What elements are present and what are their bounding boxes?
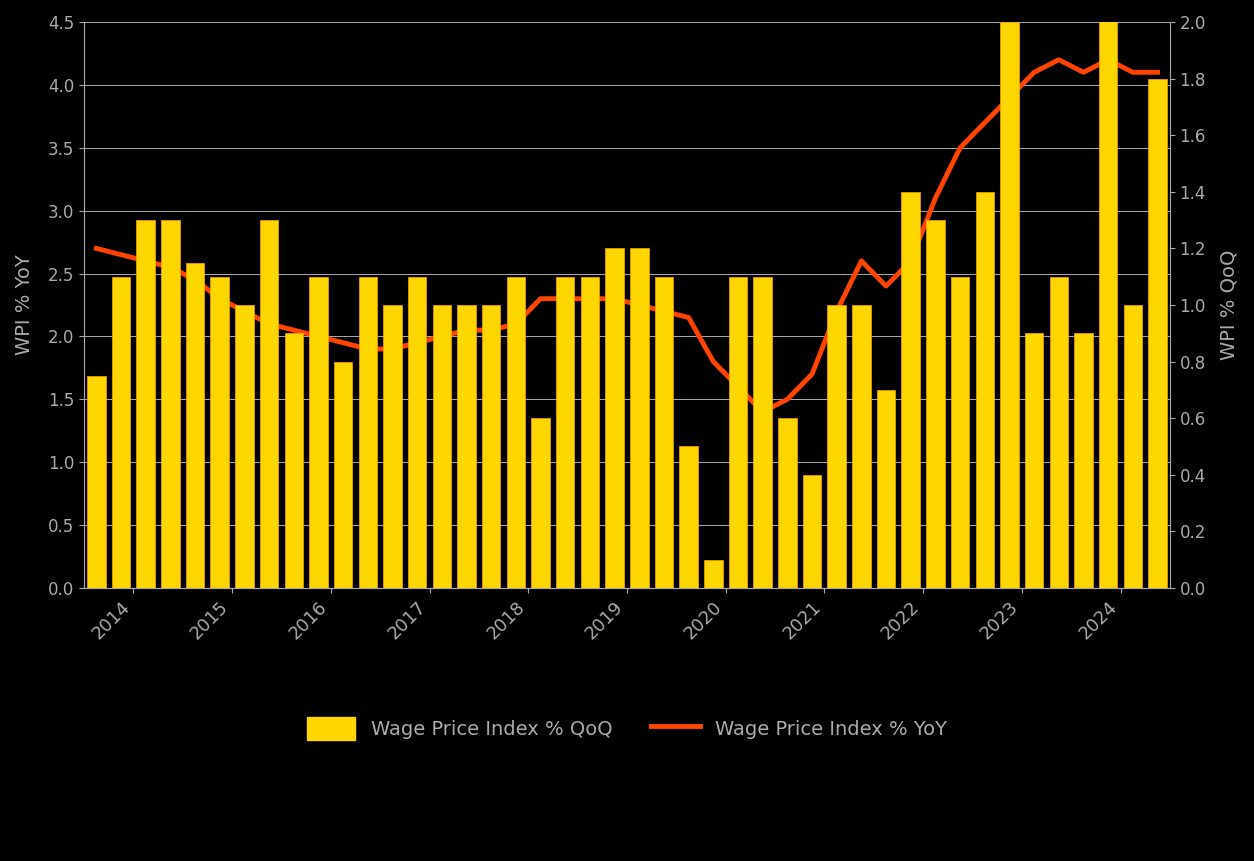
Bar: [828, 305, 846, 588]
Bar: [482, 305, 500, 588]
Bar: [703, 560, 722, 588]
Bar: [729, 276, 747, 588]
Bar: [1149, 78, 1166, 588]
Bar: [1050, 276, 1068, 588]
Y-axis label: WPI % QoQ: WPI % QoQ: [1220, 250, 1239, 360]
Bar: [1099, 0, 1117, 588]
Bar: [507, 276, 525, 588]
Bar: [359, 276, 377, 588]
Bar: [186, 263, 204, 588]
Bar: [236, 305, 253, 588]
Legend: Wage Price Index % QoQ, Wage Price Index % YoY: Wage Price Index % QoQ, Wage Price Index…: [298, 709, 956, 748]
Bar: [211, 276, 229, 588]
Bar: [1124, 305, 1142, 588]
Bar: [777, 418, 796, 588]
Bar: [606, 248, 623, 588]
Bar: [877, 390, 895, 588]
Bar: [161, 220, 179, 588]
Bar: [334, 362, 352, 588]
Bar: [1001, 22, 1018, 588]
Bar: [754, 276, 772, 588]
Bar: [803, 474, 821, 588]
Bar: [556, 276, 574, 588]
Bar: [532, 418, 549, 588]
Bar: [310, 276, 327, 588]
Bar: [1025, 333, 1043, 588]
Bar: [902, 192, 920, 588]
Bar: [260, 220, 278, 588]
Bar: [927, 220, 944, 588]
Bar: [655, 276, 673, 588]
Bar: [87, 375, 105, 588]
Bar: [384, 305, 401, 588]
Bar: [408, 276, 426, 588]
Bar: [285, 333, 303, 588]
Bar: [630, 248, 648, 588]
Y-axis label: WPI % YoY: WPI % YoY: [15, 255, 34, 356]
Bar: [581, 276, 599, 588]
Bar: [853, 305, 870, 588]
Bar: [458, 305, 475, 588]
Bar: [976, 192, 994, 588]
Bar: [433, 305, 451, 588]
Bar: [680, 447, 698, 588]
Bar: [112, 276, 130, 588]
Bar: [951, 276, 969, 588]
Bar: [137, 220, 155, 588]
Bar: [1075, 333, 1092, 588]
